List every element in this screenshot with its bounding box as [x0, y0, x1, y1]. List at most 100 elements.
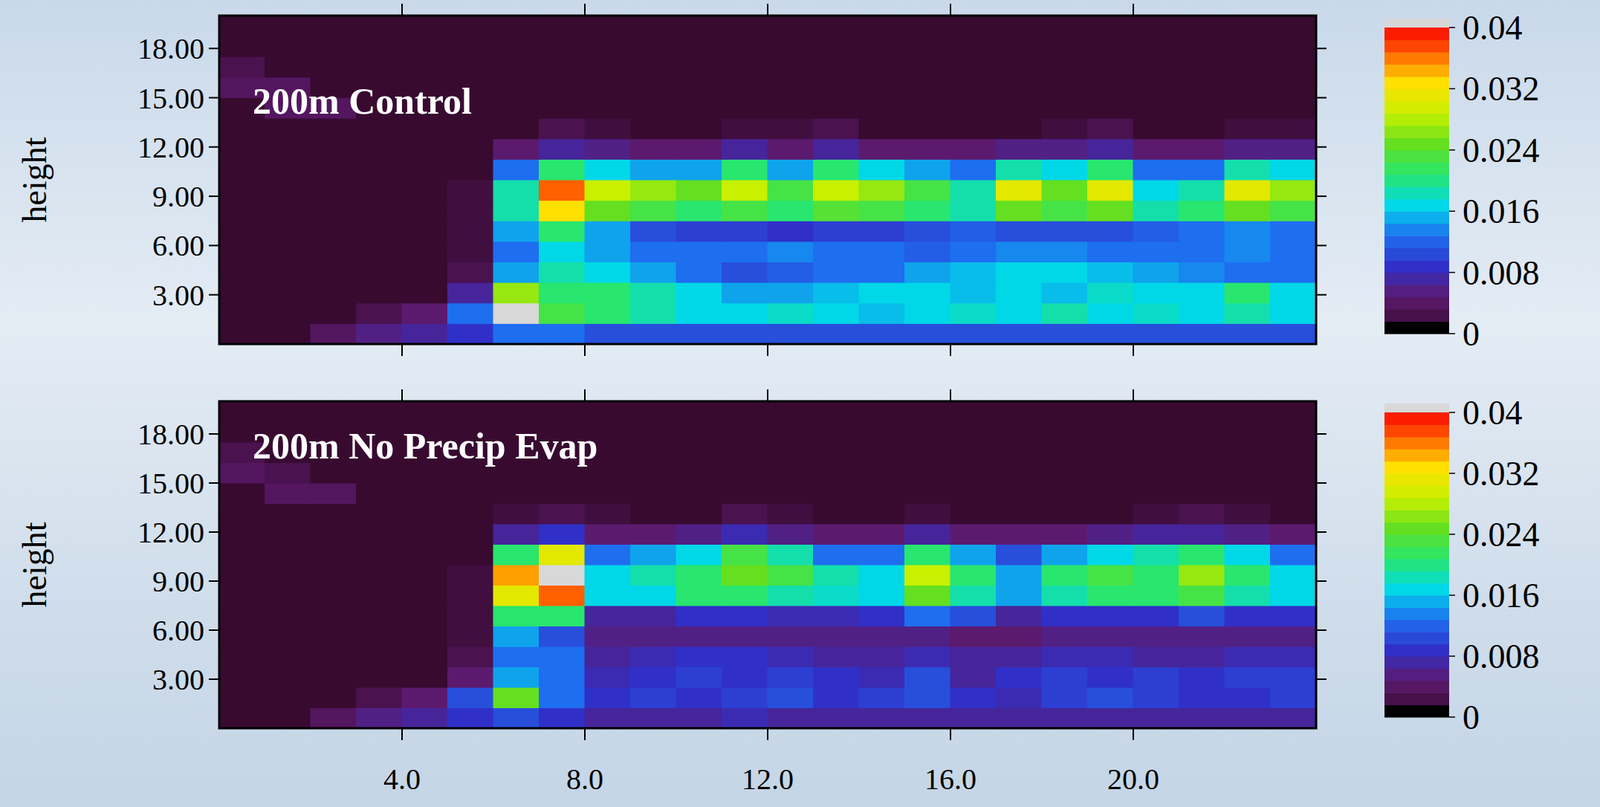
cell: [904, 118, 952, 140]
cell: [402, 401, 449, 423]
cell: [630, 564, 678, 587]
colorbar-band: [1384, 619, 1450, 633]
cell: [767, 483, 815, 505]
cell: [767, 462, 815, 484]
cell: [676, 302, 724, 325]
cell: [538, 138, 586, 160]
cell: [995, 605, 1043, 628]
colorbar-band: [1384, 583, 1450, 597]
colorbar-band: [1384, 436, 1450, 450]
cell: [219, 666, 266, 689]
cell: [904, 220, 952, 243]
x-tick: [766, 3, 769, 16]
cell: [767, 97, 815, 119]
cell: [859, 220, 906, 243]
colorbar-band: [1384, 412, 1450, 426]
cell: [721, 76, 769, 99]
cell: [630, 282, 678, 304]
cell: [1224, 56, 1272, 79]
cell: [1178, 584, 1226, 607]
cell: [493, 220, 541, 243]
cell: [630, 220, 678, 243]
cell: [1041, 523, 1089, 546]
cell: [676, 15, 724, 37]
plot-frame: [219, 401, 1317, 729]
cell: [1041, 442, 1089, 464]
cell: [904, 323, 952, 345]
cell: [1224, 523, 1272, 546]
cell: [676, 483, 724, 505]
colorbar-band: [1384, 680, 1450, 694]
colorbar-tick: [1449, 210, 1456, 212]
cell: [1224, 625, 1272, 648]
cell: [219, 646, 266, 669]
colorbar-cap: [1384, 403, 1450, 413]
cell: [767, 138, 815, 160]
cell: [1041, 35, 1089, 58]
cell: [813, 584, 860, 607]
cell: [859, 605, 906, 628]
cell: [1087, 323, 1135, 345]
cell: [721, 15, 769, 37]
cell: [1133, 199, 1181, 222]
cell: [721, 199, 769, 222]
cell: [1041, 323, 1089, 345]
cell: [219, 401, 266, 423]
cell: [1178, 483, 1226, 505]
colorbar-label: 0.04: [1462, 8, 1523, 47]
cell: [355, 646, 403, 669]
cell: [1270, 179, 1317, 202]
cell: [584, 646, 632, 669]
cell: [1087, 159, 1135, 181]
y-axis-title: height: [15, 136, 54, 223]
cell: [859, 282, 906, 304]
colorbar-band: [1384, 284, 1450, 298]
cells: [219, 15, 1317, 345]
cell: [1087, 76, 1135, 99]
cell: [950, 564, 998, 587]
cell: [1270, 76, 1317, 99]
cell: [813, 97, 860, 119]
cell: [1041, 220, 1089, 243]
cell: [904, 199, 952, 222]
cell: [859, 118, 906, 140]
cell: [1041, 56, 1089, 79]
cell: [538, 503, 586, 525]
y-tick-label: 6.00: [152, 613, 205, 648]
cell: [859, 199, 906, 222]
y-tick: [208, 47, 220, 50]
y-tick: [1316, 482, 1327, 484]
cell: [1133, 15, 1181, 37]
cell: [1041, 666, 1089, 689]
cell: [904, 159, 952, 181]
cell: [447, 159, 495, 181]
cell: [904, 35, 952, 58]
cell: [310, 646, 358, 669]
cell: [584, 15, 632, 37]
cell: [630, 323, 678, 345]
cell: [813, 442, 860, 464]
cell: [1224, 179, 1272, 202]
cell: [1087, 56, 1135, 79]
cell: [995, 421, 1043, 443]
colorbar-label: 0.032: [1462, 454, 1540, 493]
cell: [813, 302, 860, 325]
cell: [264, 564, 312, 587]
cell: [264, 523, 312, 546]
cell: [1041, 401, 1089, 423]
cell: [767, 302, 815, 325]
cell: [813, 56, 860, 79]
cell: [950, 442, 998, 464]
colorbar-band: [1384, 112, 1450, 126]
cell: [995, 179, 1043, 202]
cell: [950, 179, 998, 202]
cell: [402, 625, 449, 648]
cell: [493, 179, 541, 202]
cell: [1133, 56, 1181, 79]
cell: [310, 584, 358, 607]
cell: [721, 687, 769, 709]
cell: [721, 462, 769, 484]
cell: [1224, 543, 1272, 566]
cell: [355, 282, 403, 304]
cell: [1224, 503, 1272, 525]
